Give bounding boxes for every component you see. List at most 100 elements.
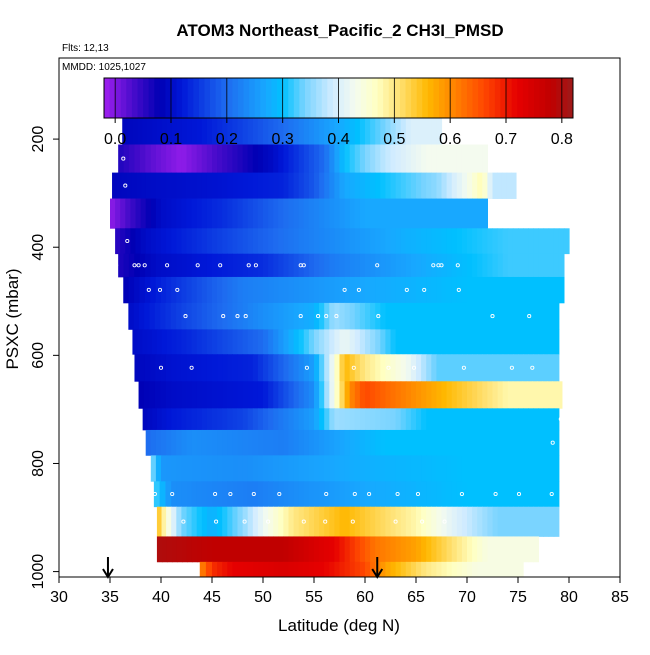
heatmap-cell bbox=[385, 117, 392, 145]
heatmap-cell bbox=[303, 561, 310, 578]
heatmap-cell bbox=[477, 144, 483, 174]
colorbar-swatch bbox=[439, 78, 445, 118]
heatmap-cell bbox=[120, 198, 126, 229]
heatmap-cell bbox=[441, 198, 448, 229]
heatmap-cell bbox=[181, 329, 188, 355]
heatmap-cell bbox=[542, 381, 548, 409]
heatmap-cell bbox=[416, 144, 422, 174]
heatmap-cell bbox=[237, 429, 244, 456]
heatmap-cell bbox=[446, 276, 453, 304]
heatmap-cell bbox=[283, 329, 290, 355]
heatmap-cell bbox=[390, 481, 397, 508]
heatmap-cell bbox=[288, 506, 295, 537]
heatmap-cell bbox=[334, 429, 341, 456]
heatmap-cell bbox=[155, 228, 162, 255]
heatmap-cell bbox=[375, 198, 381, 229]
heatmap-cell bbox=[142, 117, 148, 145]
heatmap-cell bbox=[502, 381, 509, 409]
heatmap-cell bbox=[319, 354, 325, 382]
heatmap-cell bbox=[171, 381, 177, 409]
x-axis-label: Latitude (deg N) bbox=[278, 616, 400, 635]
heatmap-cell bbox=[375, 481, 381, 508]
heatmap-cell bbox=[431, 354, 437, 382]
heatmap-cell bbox=[329, 253, 335, 278]
heatmap-cell bbox=[461, 228, 468, 255]
heatmap-cell bbox=[507, 536, 514, 563]
heatmap-cell bbox=[283, 506, 290, 537]
heatmap-cell bbox=[334, 198, 341, 229]
heatmap-cell bbox=[268, 381, 274, 409]
heatmap-cell bbox=[324, 228, 330, 255]
heatmap-cell bbox=[533, 455, 539, 482]
heatmap-cell bbox=[502, 408, 509, 431]
sample-point bbox=[376, 314, 381, 319]
heatmap-cell bbox=[273, 253, 279, 278]
heatmap-cell bbox=[344, 455, 351, 482]
heatmap-cell bbox=[497, 354, 504, 382]
heatmap-cell bbox=[222, 117, 228, 145]
heatmap-cell bbox=[426, 561, 432, 578]
heatmap-cell bbox=[237, 481, 244, 508]
heatmap-cell bbox=[395, 228, 402, 255]
heatmap-cell bbox=[273, 481, 279, 508]
heatmap-cell bbox=[375, 228, 381, 255]
heatmap-cell bbox=[558, 276, 565, 304]
heatmap-cell bbox=[380, 302, 386, 330]
sample-point bbox=[181, 519, 186, 524]
heatmap-cell bbox=[507, 408, 514, 431]
heatmap-cell bbox=[380, 506, 386, 537]
heatmap-cell bbox=[431, 481, 437, 508]
heatmap-cell bbox=[543, 276, 550, 304]
heatmap-cell bbox=[502, 506, 509, 537]
heatmap-cell bbox=[446, 536, 453, 563]
heatmap-cell bbox=[206, 144, 213, 174]
heatmap-cell bbox=[538, 506, 545, 537]
heatmap-cell bbox=[308, 276, 315, 304]
heatmap-cell bbox=[212, 408, 218, 431]
heatmap-cell bbox=[132, 329, 138, 355]
heatmap-cell bbox=[196, 228, 203, 255]
heatmap-cell bbox=[329, 172, 335, 199]
heatmap-cell bbox=[212, 455, 218, 482]
heatmap-cell bbox=[324, 381, 330, 409]
heatmap-cell bbox=[217, 253, 223, 278]
heatmap-cell bbox=[507, 381, 514, 409]
heatmap-cell bbox=[293, 144, 300, 174]
sample-point bbox=[228, 491, 233, 497]
heatmap-cell bbox=[196, 481, 203, 508]
heatmap-cell bbox=[303, 536, 310, 563]
heatmap-cell bbox=[395, 381, 402, 409]
heatmap-cell bbox=[400, 198, 407, 229]
heatmap-cell bbox=[166, 429, 172, 456]
heatmap-cell bbox=[181, 354, 188, 382]
heatmap-cell bbox=[273, 429, 279, 456]
sample-point bbox=[98, 519, 103, 524]
colorbar-swatch bbox=[522, 78, 529, 118]
sample-point bbox=[175, 287, 180, 292]
sample-point bbox=[158, 365, 164, 370]
heatmap-cell bbox=[385, 561, 392, 578]
heatmap-cell bbox=[446, 253, 453, 278]
heatmap-cell bbox=[171, 429, 177, 456]
heatmap-cell bbox=[395, 117, 402, 145]
heatmap-cell bbox=[242, 381, 249, 409]
heatmap-cell bbox=[553, 408, 560, 431]
heatmap-cell bbox=[410, 276, 417, 304]
heatmap-cell bbox=[298, 561, 305, 578]
heatmap-cell bbox=[237, 302, 244, 330]
heatmap-cell bbox=[237, 354, 244, 382]
heatmap-cell bbox=[441, 253, 448, 278]
heatmap-cell bbox=[128, 253, 135, 278]
heatmap-cell bbox=[201, 253, 208, 278]
heatmap-cell bbox=[217, 172, 223, 199]
heatmap-cell bbox=[201, 536, 208, 563]
heatmap-cell bbox=[217, 198, 223, 229]
heatmap-cell bbox=[324, 198, 330, 229]
heatmap-cell bbox=[314, 329, 320, 355]
heatmap-cell bbox=[400, 506, 407, 537]
colorbar-swatch bbox=[427, 78, 434, 118]
heatmap-cell bbox=[431, 228, 437, 255]
heatmap-cell bbox=[354, 117, 361, 145]
heatmap-cell bbox=[150, 276, 157, 304]
heatmap-cell bbox=[159, 481, 167, 508]
